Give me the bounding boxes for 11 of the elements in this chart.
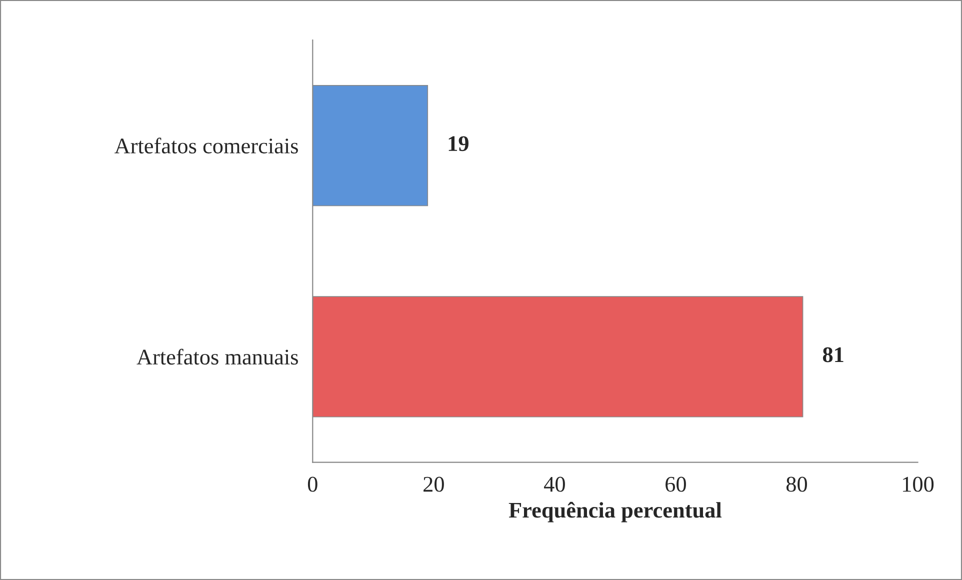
x-tick-label: 0 [308,476,318,492]
y-tick-label: Artefatos comerciais [114,138,298,154]
x-axis-title: Frequência percentual [508,502,722,522]
x-tick-label: 60 [666,476,686,492]
x-tick-label: 100 [903,476,934,492]
x-tick-label: 20 [424,476,444,492]
data-label: 81 [822,347,844,362]
y-tick-label: Artefatos manuais [136,348,298,365]
x-tick-label: 40 [544,476,565,492]
data-label: 19 [448,136,468,152]
x-tick-label: 80 [786,476,807,492]
